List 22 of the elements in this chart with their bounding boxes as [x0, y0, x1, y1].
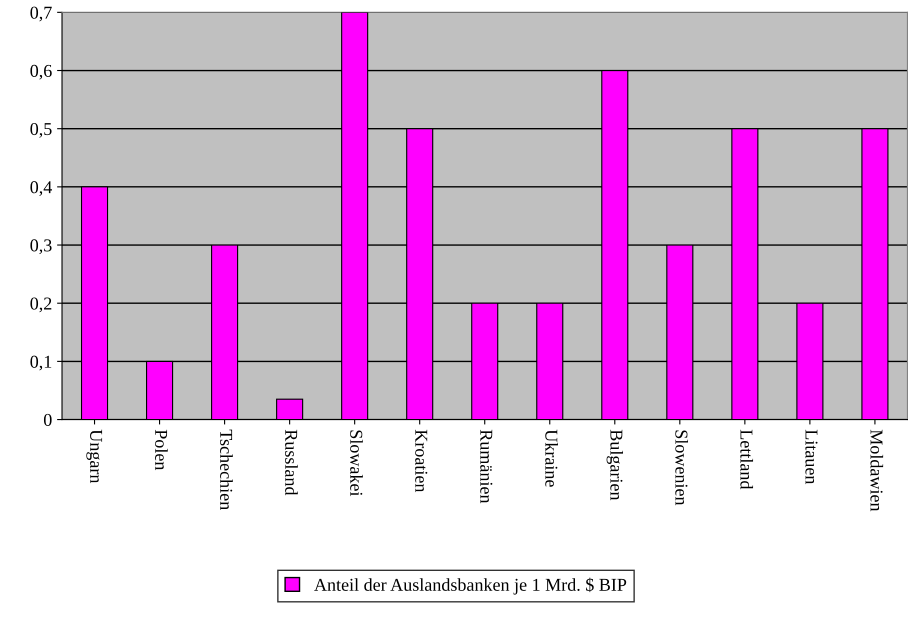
legend-label: Anteil der Auslandsbanken je 1 Mrd. $ BIP [314, 578, 626, 595]
x-tick-label: Moldawien [870, 430, 884, 512]
y-tick-label: 0,1 [30, 356, 52, 370]
y-tick-label: 0,4 [30, 181, 52, 196]
x-tick-label: Russland [285, 430, 298, 496]
x-tick-label: Rumänien [480, 430, 492, 504]
y-tick-label: 0,2 [30, 297, 52, 312]
x-tick-label: Ukraine [545, 430, 558, 487]
y-tick-label: 0,3 [30, 239, 52, 254]
x-tick-label: Litauen [805, 430, 818, 484]
x-tick-label: Polen [155, 430, 168, 470]
x-tick-label: Bulgarien [606, 430, 624, 500]
y-tick-label: 0,7 [30, 6, 52, 22]
x-tick-label: Kroatien [415, 430, 428, 492]
x-tick-label: Slowakei [350, 430, 363, 496]
y-tick-label: 0,6 [30, 64, 52, 80]
y-tick-label: 0,5 [30, 122, 52, 138]
x-tick-label: Slowenien [675, 430, 688, 506]
x-tick-label: Ungarn [86, 430, 102, 484]
x-tick-label: Tschechien [220, 430, 233, 510]
y-tick-label: 0 [44, 414, 52, 426]
x-tick-label: Lettland [740, 430, 754, 490]
